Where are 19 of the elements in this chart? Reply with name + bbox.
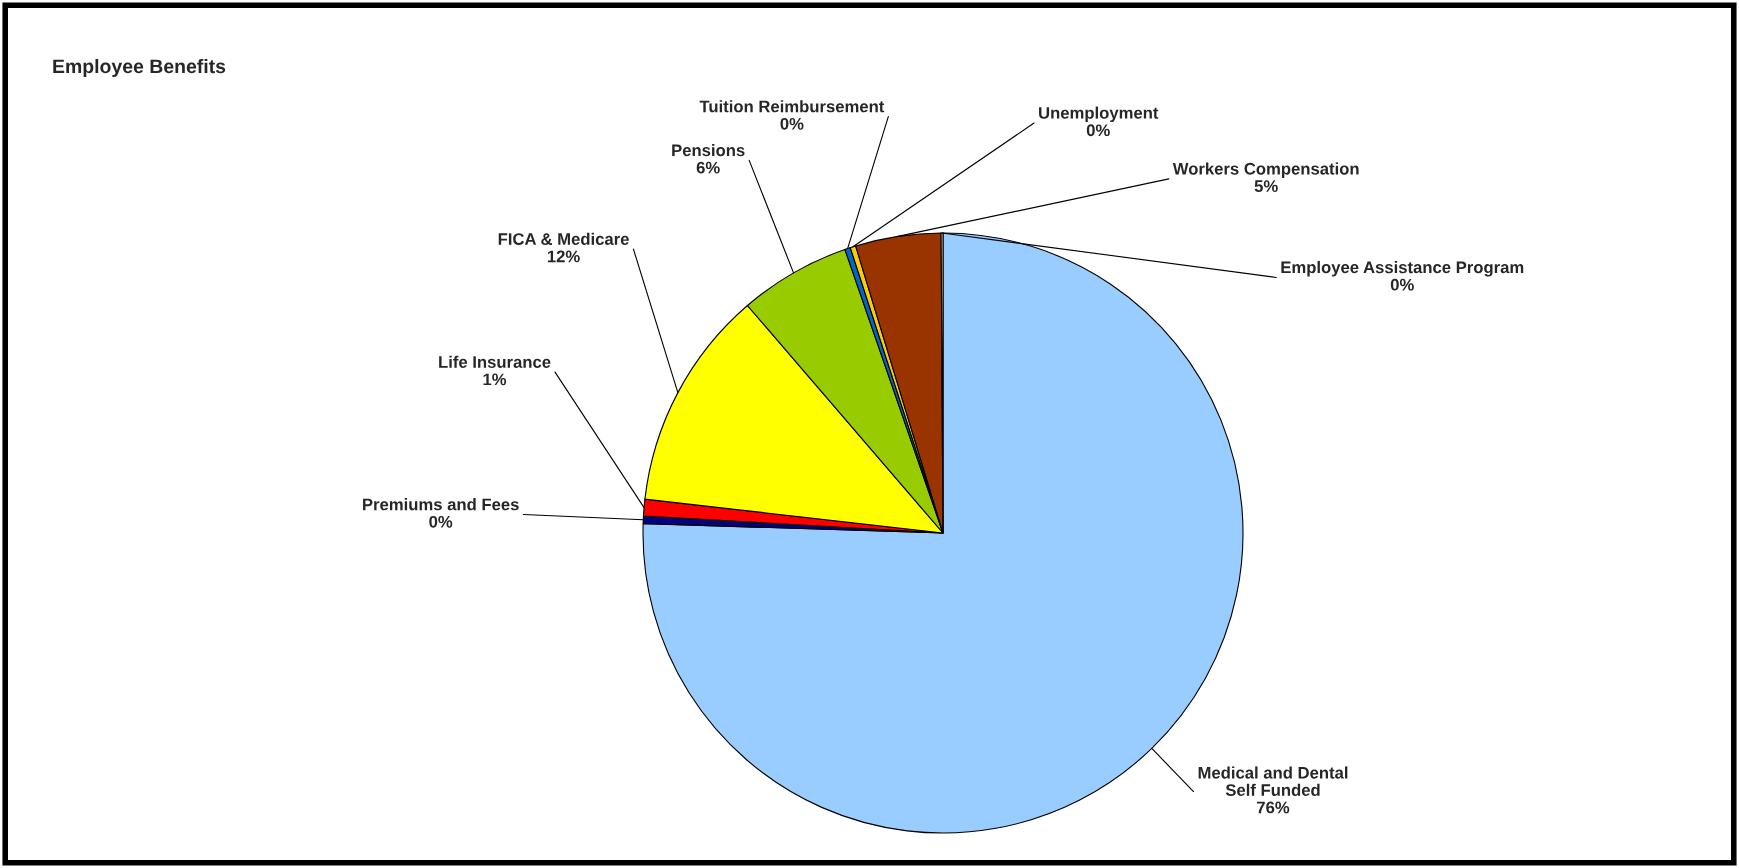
slice-label: Pensions	[672, 143, 745, 157]
slice-label: Employee Assistance Program	[1281, 260, 1524, 277]
slice-label: Medical and Dental Self Funded	[1198, 766, 1348, 796]
text: Employee Benefits	[53, 58, 226, 78]
data-label: 1%	[483, 373, 507, 386]
data-label: 6%	[696, 161, 720, 174]
data-label: 0%	[1390, 278, 1414, 291]
slice-label: FICA & Medicare	[498, 232, 629, 245]
slice-label: Unemployment	[1039, 106, 1159, 123]
slice-label: Workers Compensation	[1172, 162, 1359, 178]
slice-label: Premiums and Fees	[363, 498, 519, 511]
slice-label: Life Insurance	[439, 355, 551, 368]
data-label: 5%	[1254, 180, 1278, 192]
data-label: 12%	[547, 250, 580, 263]
data-label: 76%	[1257, 801, 1290, 814]
slice-label: Tuition Reimbursement	[699, 100, 885, 113]
data-label: 0%	[780, 117, 804, 130]
data-label: 0%	[1086, 124, 1110, 137]
data-label: 0%	[429, 515, 453, 528]
